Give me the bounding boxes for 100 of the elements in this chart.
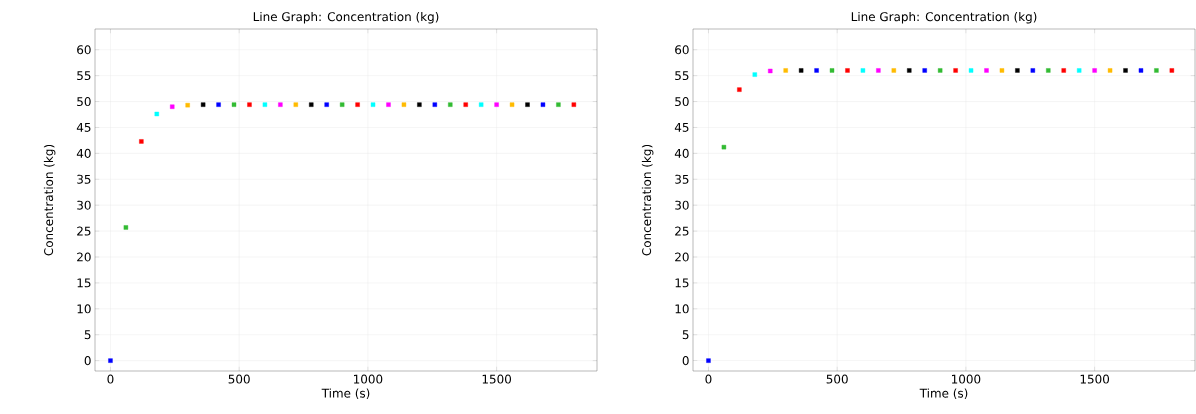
- x-axis-title: Time (s): [321, 388, 370, 400]
- x-tick-label: 1000: [353, 374, 383, 384]
- point: [432, 102, 438, 107]
- y-tick-label: 25: [77, 226, 91, 236]
- y-tick-label: 5: [84, 330, 91, 340]
- point: [922, 68, 927, 73]
- point: [999, 68, 1005, 73]
- y-tick-label: 35: [675, 174, 689, 184]
- point: [1061, 68, 1066, 73]
- point: [706, 358, 711, 363]
- y-tick-label: 10: [77, 304, 91, 314]
- point: [1123, 68, 1128, 73]
- point: [200, 102, 206, 107]
- y-tick-label: 35: [77, 174, 91, 184]
- point: [339, 102, 345, 107]
- y-tick-label: 45: [76, 123, 91, 132]
- point: [123, 225, 129, 230]
- point: [845, 68, 850, 73]
- x-tick-label: 1500: [1080, 374, 1110, 384]
- point: [984, 68, 989, 73]
- y-tick-label: 5: [682, 330, 689, 340]
- point: [309, 102, 314, 107]
- point: [937, 68, 943, 73]
- x-tick-label: 1500: [482, 374, 512, 384]
- point: [876, 68, 881, 73]
- y-tick-label: 10: [675, 304, 689, 314]
- point: [814, 68, 819, 73]
- y-tick-label: 40: [76, 148, 91, 158]
- point: [278, 102, 283, 107]
- point: [417, 102, 422, 107]
- x-tick-label: 1000: [952, 374, 981, 384]
- point: [860, 68, 866, 73]
- point: [891, 68, 897, 73]
- y-tick-label: 0: [84, 356, 91, 366]
- y-tick-label: 40: [674, 148, 689, 158]
- point: [783, 68, 788, 73]
- point: [216, 102, 221, 107]
- point: [798, 68, 804, 73]
- y-tick-label: 60: [77, 45, 91, 55]
- x-tick-label: 500: [228, 374, 250, 384]
- point: [324, 102, 329, 107]
- y-tick-label: 50: [77, 97, 91, 107]
- point: [1092, 68, 1097, 73]
- point: [556, 102, 561, 107]
- y-tick-label: 30: [675, 200, 689, 210]
- y-tick-label: 55: [675, 71, 689, 81]
- y-tick-label: 55: [77, 71, 91, 81]
- point: [401, 102, 407, 107]
- y-axis-title: Concentration (kg): [43, 144, 56, 256]
- chart-title: Line Graph: Concentration (kg): [253, 11, 439, 24]
- point: [829, 68, 835, 73]
- chart-title: Line Graph: Concentration (kg): [851, 11, 1037, 24]
- point: [185, 102, 190, 108]
- point: [448, 102, 453, 107]
- point: [386, 102, 391, 107]
- y-tick-label: 0: [682, 356, 689, 366]
- point: [1169, 68, 1175, 73]
- x-tick-label: 500: [826, 374, 848, 384]
- y-tick-label: 15: [77, 278, 91, 288]
- y-tick-label: 25: [675, 226, 689, 236]
- y-axis-title: Concentration (kg): [641, 144, 654, 256]
- y-tick-label: 20: [77, 252, 91, 262]
- point: [262, 102, 268, 107]
- y-tick-label: 50: [675, 97, 689, 107]
- point: [540, 102, 546, 107]
- point: [571, 102, 577, 107]
- point: [108, 358, 113, 363]
- point: [231, 102, 237, 107]
- x-tick-label: 0: [107, 374, 114, 384]
- point: [768, 68, 773, 74]
- point: [170, 104, 175, 109]
- point: [154, 111, 159, 117]
- y-tick-label: 20: [675, 252, 689, 262]
- point: [509, 102, 515, 107]
- point: [907, 68, 912, 73]
- y-tick-label: 60: [675, 45, 689, 55]
- point: [968, 68, 974, 73]
- point: [752, 72, 757, 77]
- y-tick-label: 15: [675, 278, 689, 288]
- point: [1046, 68, 1051, 73]
- x-axis-title: Time (s): [919, 388, 968, 400]
- point: [1015, 68, 1020, 73]
- point: [721, 144, 727, 150]
- point: [1138, 68, 1144, 73]
- point: [1076, 68, 1082, 73]
- point: [478, 102, 484, 107]
- y-tick-label: 45: [674, 123, 689, 132]
- point: [463, 102, 468, 107]
- point: [525, 102, 530, 107]
- point: [139, 139, 144, 144]
- point: [494, 102, 499, 107]
- point: [293, 102, 299, 107]
- point: [1030, 68, 1036, 73]
- point: [355, 102, 360, 107]
- y-tick-label: 30: [77, 200, 91, 210]
- x-tick-label: 0: [705, 374, 712, 384]
- point: [370, 102, 376, 107]
- point: [247, 102, 252, 107]
- point: [737, 87, 742, 92]
- point: [1107, 68, 1113, 73]
